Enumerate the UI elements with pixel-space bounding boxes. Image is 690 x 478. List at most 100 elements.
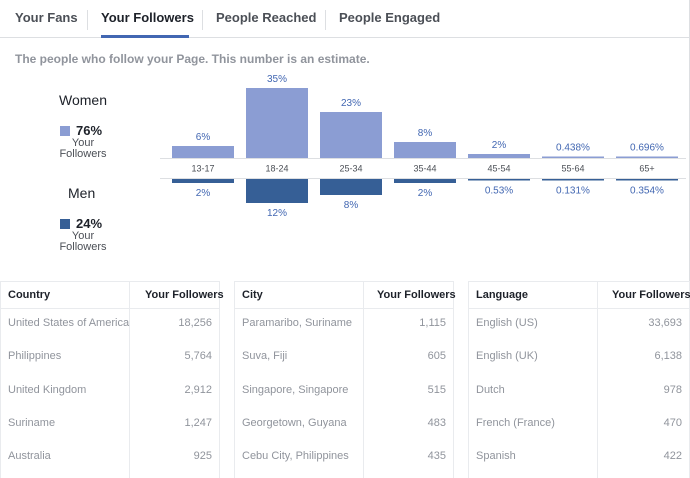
tab-divider [202,10,203,30]
country-row-1-name: United States of America [8,317,130,329]
language-column-header: Language [476,289,528,301]
city-column-header: City [242,289,263,301]
city-row-1-name: Paramaribo, Suriname [242,317,353,329]
city-followers-header: Your Followers [377,289,456,301]
city-row-5-value: 435 [427,450,446,462]
language-row-5-value: 422 [663,450,682,462]
age-category-label: 35-44 [413,164,436,174]
header-divider [1,308,219,309]
men-bar-35-44 [394,179,456,183]
language-row-4-value: 470 [663,417,682,429]
age-gender-bar-chart: 6% 2% 13-17 35% 12% 18-24 23% 8% 25-34 8% 2% 35-44 2… [160,74,686,219]
header-divider [235,308,453,309]
tab-divider [87,10,88,30]
city-row-4-name: Georgetown, Guyana [242,417,347,429]
country-row-5-value: 925 [193,450,212,462]
age-category-label: 25-34 [339,164,362,174]
language-table: Language Your Followers English (US) 33,6… [468,281,690,478]
tab-people-reached[interactable]: People Reached [216,10,317,25]
men-value-label: 8% [344,200,359,211]
men-percent: 24% [76,216,103,231]
language-row-1-name: English (US) [476,317,538,329]
country-row-3-name: United Kingdom [8,384,87,396]
men-bar-18-24 [246,179,308,203]
women-caption-line2: Followers [59,148,107,160]
men-bar-65+ [616,179,678,181]
age-category-label: 45-54 [487,164,510,174]
men-value-label: 12% [267,208,287,219]
men-bar-25-34 [320,179,382,195]
men-bar-55-64 [542,179,604,181]
women-bar-45-54 [468,154,530,158]
city-row-3-name: Singapore, Singapore [242,384,349,396]
city-row-4-value: 483 [427,417,446,429]
language-row-2-name: English (UK) [476,350,538,362]
women-bar-18-24 [246,88,308,158]
country-row-4-name: Suriname [8,417,56,429]
city-row-2-name: Suva, Fiji [242,350,288,362]
tab-your-followers[interactable]: Your Followers [101,10,194,25]
header-divider [469,308,689,309]
country-followers-header: Your Followers [145,289,224,301]
men-group-title: Men [68,185,96,201]
age-gender-chart: 6% 2% 13-17 35% 12% 18-24 23% 8% 25-34 8% 2% 35-44 2… [160,60,686,260]
women-percent: 76% [76,123,103,138]
language-row-2-value: 6,138 [654,350,682,362]
active-tab-indicator [101,35,189,38]
women-bar-35-44 [394,142,456,158]
country-row-5-name: Australia [8,450,51,462]
column-divider [597,282,598,478]
country-row-2-value: 5,764 [184,350,212,362]
men-bar-13-17 [172,179,234,183]
men-value-label: 0.53% [485,186,513,197]
language-row-3-value: 978 [663,384,682,396]
city-row-5-name: Cebu City, Philippines [242,450,349,462]
women-group-title: Women [59,92,107,108]
women-bar-55-64 [542,156,604,158]
men-value-label: 0.354% [630,186,664,197]
age-category-label: 18-24 [265,164,288,174]
language-row-1-value: 33,693 [648,317,682,329]
women-bar-25-34 [320,112,382,158]
country-row-2-name: Philippines [8,350,62,362]
women-value-label: 2% [492,140,507,151]
city-row-1-value: 1,115 [419,317,446,329]
section-description: The people who follow your Page. This nu… [15,52,370,66]
tab-divider [325,10,326,30]
men-value-label: 0.131% [556,186,590,197]
tab-bar: Your Fans Your Followers People Reached … [0,0,690,38]
city-row-2-value: 605 [427,350,446,362]
men-value-label: 2% [418,188,433,199]
men-color-swatch [60,219,70,229]
men-caption-line1: Your [71,230,95,242]
women-value-label: 23% [341,98,361,109]
men-bar-45-54 [468,179,530,181]
language-row-3-name: Dutch [476,384,505,396]
city-row-3-value: 515 [427,384,446,396]
age-category-label: 65+ [639,164,654,174]
tab-people-engaged[interactable]: People Engaged [339,10,441,25]
language-row-5-name: Spanish [476,450,516,462]
language-followers-header: Your Followers [612,289,690,301]
men-value-label: 2% [196,188,211,199]
women-value-label: 6% [196,132,211,143]
country-table: Country Your Followers United States of … [0,281,224,478]
country-row-1-value: 18,256 [178,317,212,329]
column-divider [363,282,364,478]
country-row-4-value: 1,247 [184,417,212,429]
column-divider [129,282,130,478]
women-bar-65+ [616,156,678,158]
country-column-header: Country [8,289,51,301]
language-row-4-name: French (France) [476,417,555,429]
age-category-label: 55-64 [561,164,584,174]
women-value-label: 0.696% [630,143,664,154]
women-color-swatch [60,126,70,136]
tab-your-fans[interactable]: Your Fans [15,10,78,25]
women-value-label: 8% [418,128,433,139]
men-caption-line2: Followers [59,241,107,253]
city-table: City Your Followers Paramaribo, Suriname… [234,281,456,478]
women-bar-13-17 [172,146,234,158]
age-category-label: 13-17 [191,164,214,174]
women-caption-line1: Your [71,137,95,149]
women-value-label: 0.438% [556,143,590,154]
